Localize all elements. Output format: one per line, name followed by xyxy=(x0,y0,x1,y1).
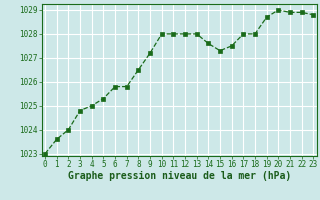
X-axis label: Graphe pression niveau de la mer (hPa): Graphe pression niveau de la mer (hPa) xyxy=(68,171,291,181)
